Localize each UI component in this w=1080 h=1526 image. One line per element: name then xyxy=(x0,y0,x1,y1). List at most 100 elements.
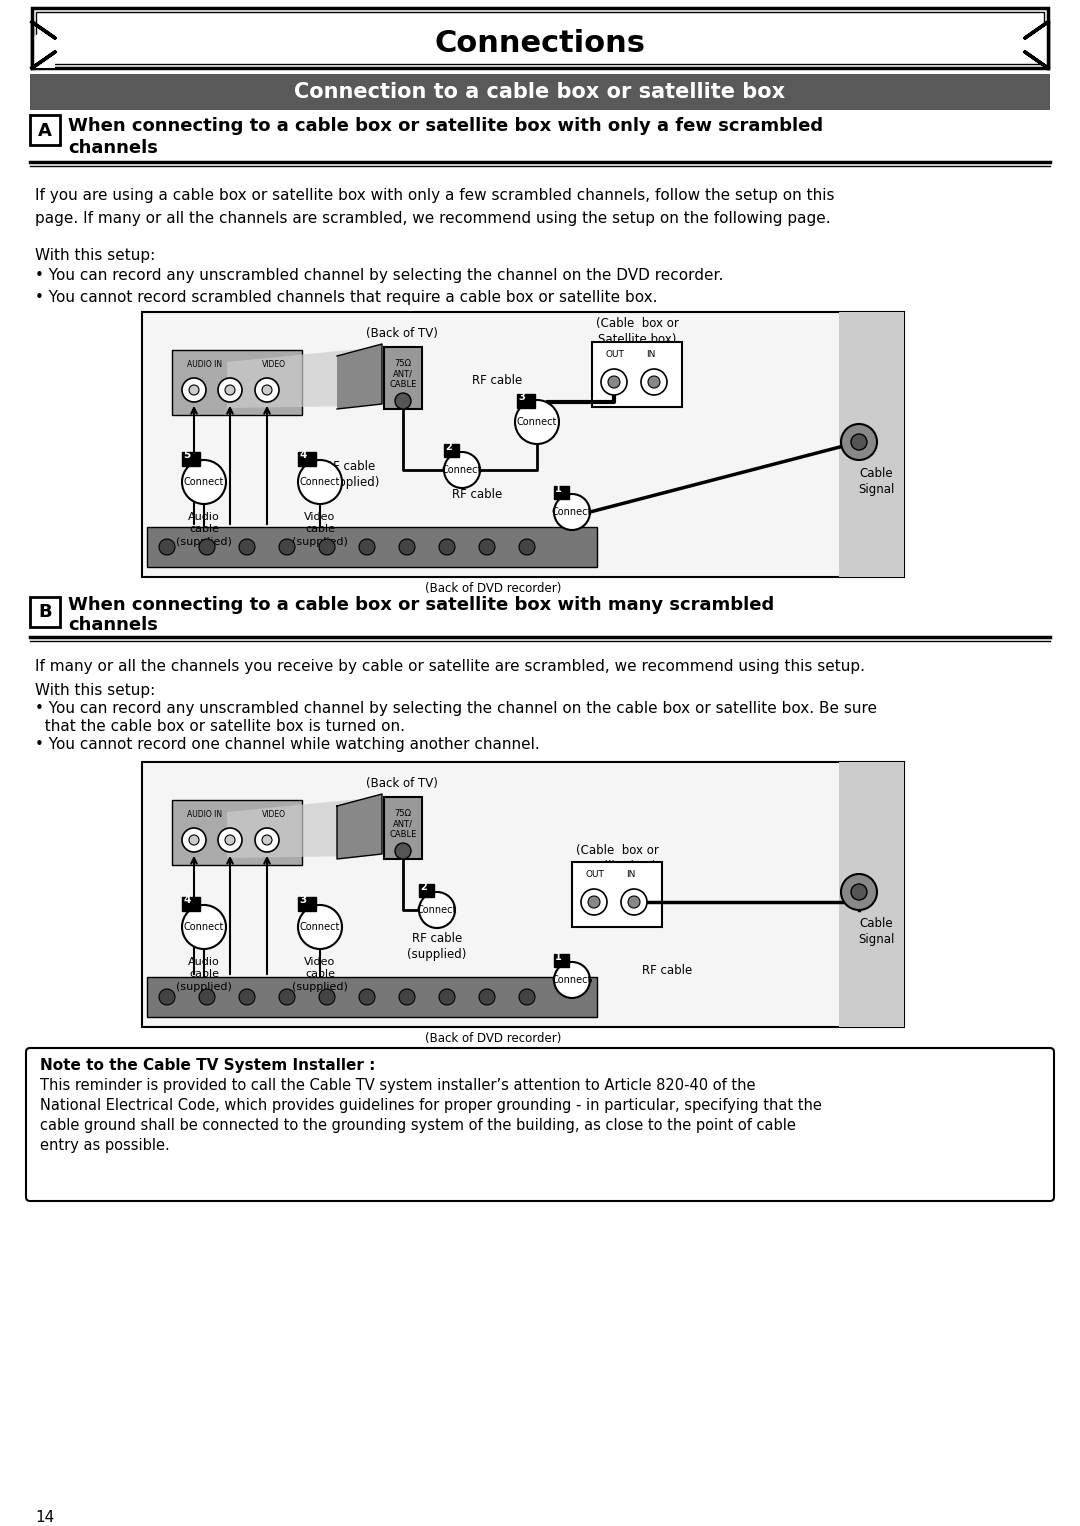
Text: Note to the Cable TV System Installer :: Note to the Cable TV System Installer : xyxy=(40,1058,376,1073)
Circle shape xyxy=(627,896,640,908)
Text: IN: IN xyxy=(626,870,635,879)
Circle shape xyxy=(554,961,590,998)
Polygon shape xyxy=(554,954,569,967)
FancyBboxPatch shape xyxy=(26,1048,1054,1201)
Text: Connection to a cable box or satellite box: Connection to a cable box or satellite b… xyxy=(295,82,785,102)
Polygon shape xyxy=(298,452,316,465)
Circle shape xyxy=(255,378,279,401)
Circle shape xyxy=(515,400,559,444)
Circle shape xyxy=(600,369,627,395)
Text: Audio
cable
(supplied): Audio cable (supplied) xyxy=(176,957,232,992)
Circle shape xyxy=(189,385,199,395)
Text: 3: 3 xyxy=(299,896,307,905)
Text: National Electrical Code, which provides guidelines for proper grounding - in pa: National Electrical Code, which provides… xyxy=(40,1099,822,1112)
Text: • You can record any unscrambled channel by selecting the channel on the cable b: • You can record any unscrambled channel… xyxy=(35,700,877,716)
Text: RF cable: RF cable xyxy=(451,488,502,502)
Text: (Back of DVD recorder): (Back of DVD recorder) xyxy=(424,581,562,595)
Circle shape xyxy=(519,989,535,1006)
Text: channels: channels xyxy=(68,617,158,633)
Text: VIDEO: VIDEO xyxy=(262,810,286,819)
Circle shape xyxy=(581,890,607,916)
Polygon shape xyxy=(147,977,597,1016)
Polygon shape xyxy=(172,800,302,865)
Text: that the cable box or satellite box is turned on.: that the cable box or satellite box is t… xyxy=(35,719,405,734)
Text: RF cable
(supplied): RF cable (supplied) xyxy=(321,459,380,488)
Polygon shape xyxy=(36,12,1044,64)
Text: RF cable
(supplied): RF cable (supplied) xyxy=(407,932,467,961)
Polygon shape xyxy=(141,311,904,577)
Circle shape xyxy=(218,378,242,401)
Polygon shape xyxy=(592,342,681,407)
Circle shape xyxy=(399,989,415,1006)
Text: 14: 14 xyxy=(35,1511,54,1524)
Circle shape xyxy=(480,989,495,1006)
Circle shape xyxy=(438,989,455,1006)
Text: 4: 4 xyxy=(183,896,190,905)
Text: channels: channels xyxy=(68,139,158,157)
Text: OUT: OUT xyxy=(606,349,625,359)
Circle shape xyxy=(399,539,415,555)
Circle shape xyxy=(279,989,295,1006)
Text: RF cable: RF cable xyxy=(642,963,692,977)
Text: Connect: Connect xyxy=(552,975,592,984)
Polygon shape xyxy=(839,311,904,577)
Text: AUDIO IN: AUDIO IN xyxy=(187,810,222,819)
Polygon shape xyxy=(32,8,1048,69)
Polygon shape xyxy=(183,897,200,911)
Text: Connect: Connect xyxy=(300,478,340,487)
Circle shape xyxy=(395,394,411,409)
Polygon shape xyxy=(147,526,597,568)
Circle shape xyxy=(621,890,647,916)
Text: Connect: Connect xyxy=(552,507,592,517)
Circle shape xyxy=(319,539,335,555)
Text: 1: 1 xyxy=(555,484,562,494)
Circle shape xyxy=(183,459,226,504)
Circle shape xyxy=(239,989,255,1006)
Circle shape xyxy=(588,896,600,908)
Text: Connect: Connect xyxy=(300,922,340,932)
Polygon shape xyxy=(444,444,459,456)
Circle shape xyxy=(851,884,867,900)
Text: Connect: Connect xyxy=(184,922,225,932)
Text: • You can record any unscrambled channel by selecting the channel on the DVD rec: • You can record any unscrambled channel… xyxy=(35,269,724,282)
Text: • You cannot record one channel while watching another channel.: • You cannot record one channel while wa… xyxy=(35,737,540,752)
Polygon shape xyxy=(183,452,200,465)
Circle shape xyxy=(608,375,620,388)
Polygon shape xyxy=(1025,21,1048,69)
Text: (Cable  box or
Satellite box): (Cable box or Satellite box) xyxy=(595,317,678,346)
Text: cable ground shall be connected to the grounding system of the building, as clos: cable ground shall be connected to the g… xyxy=(40,1119,796,1132)
Text: Connect: Connect xyxy=(417,905,457,916)
Text: When connecting to a cable box or satellite box with many scrambled: When connecting to a cable box or satell… xyxy=(68,597,774,613)
Polygon shape xyxy=(517,394,535,407)
Text: Connections: Connections xyxy=(434,29,646,58)
Text: RF cable: RF cable xyxy=(472,374,523,386)
Polygon shape xyxy=(337,343,382,409)
Text: (Back of TV): (Back of TV) xyxy=(366,327,437,340)
Text: Connect: Connect xyxy=(517,417,557,427)
Text: With this setup:: With this setup: xyxy=(35,684,156,697)
Text: 5: 5 xyxy=(183,450,190,459)
Text: 1: 1 xyxy=(555,952,562,961)
Circle shape xyxy=(642,369,667,395)
Circle shape xyxy=(841,874,877,909)
Circle shape xyxy=(841,424,877,459)
Polygon shape xyxy=(30,73,1050,110)
Circle shape xyxy=(262,835,272,845)
Circle shape xyxy=(262,385,272,395)
Text: Cable
Signal: Cable Signal xyxy=(858,917,894,946)
Text: Audio
cable
(supplied): Audio cable (supplied) xyxy=(176,513,232,546)
Circle shape xyxy=(851,433,867,450)
Circle shape xyxy=(225,385,235,395)
Text: (Back of TV): (Back of TV) xyxy=(366,777,437,790)
Text: OUT: OUT xyxy=(586,870,605,879)
Circle shape xyxy=(419,893,455,928)
Text: Video
cable
(supplied): Video cable (supplied) xyxy=(292,513,348,546)
Text: (Back of DVD recorder): (Back of DVD recorder) xyxy=(424,1032,562,1045)
Text: VIDEO: VIDEO xyxy=(262,360,286,369)
Text: 2: 2 xyxy=(420,882,427,893)
Polygon shape xyxy=(572,862,662,926)
Circle shape xyxy=(189,835,199,845)
Text: If you are using a cable box or satellite box with only a few scrambled channels: If you are using a cable box or satellit… xyxy=(35,188,835,226)
Text: 75Ω
ANT/
CABLE: 75Ω ANT/ CABLE xyxy=(389,359,417,389)
Polygon shape xyxy=(227,349,359,407)
